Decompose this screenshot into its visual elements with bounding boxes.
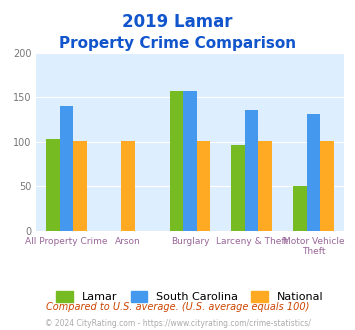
Bar <box>293 186 307 231</box>
Bar <box>231 145 245 231</box>
Text: 2019 Lamar: 2019 Lamar <box>122 13 233 31</box>
Bar <box>60 106 73 231</box>
Text: © 2024 CityRating.com - https://www.cityrating.com/crime-statistics/: © 2024 CityRating.com - https://www.city… <box>45 319 310 328</box>
Bar <box>307 114 320 231</box>
Bar <box>121 141 135 231</box>
Text: Property Crime Comparison: Property Crime Comparison <box>59 36 296 51</box>
Bar <box>170 91 183 231</box>
Bar <box>245 110 258 231</box>
Bar <box>73 141 87 231</box>
Bar <box>46 139 60 231</box>
Bar <box>183 91 197 231</box>
Bar <box>197 141 210 231</box>
Bar <box>258 141 272 231</box>
Bar <box>320 141 334 231</box>
Legend: Lamar, South Carolina, National: Lamar, South Carolina, National <box>52 286 328 307</box>
Text: Compared to U.S. average. (U.S. average equals 100): Compared to U.S. average. (U.S. average … <box>46 302 309 312</box>
